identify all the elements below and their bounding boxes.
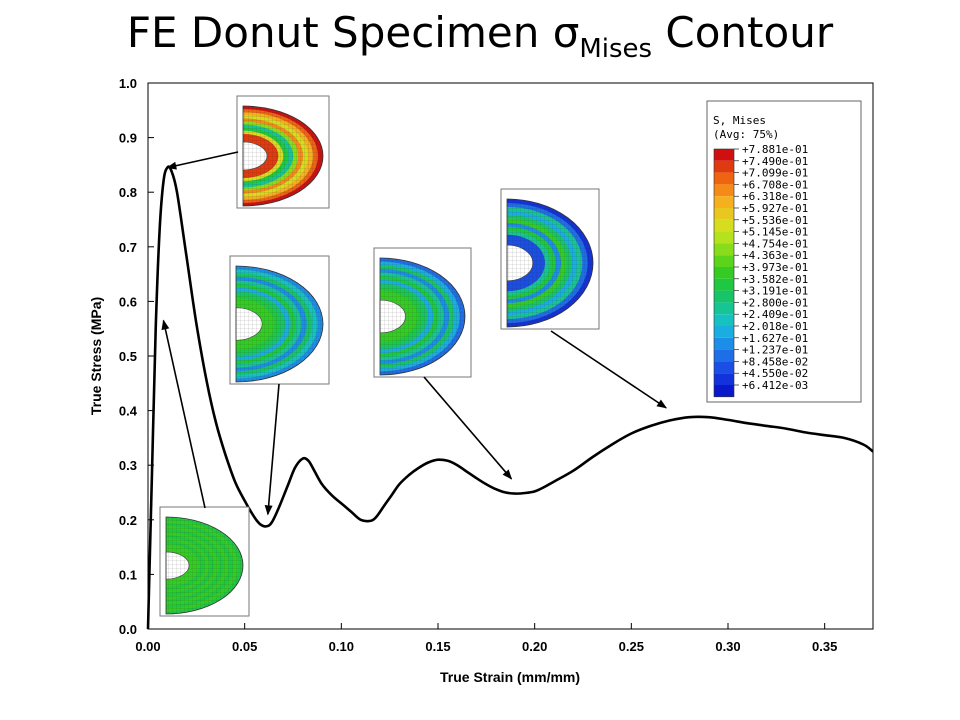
legend-swatch-11 (714, 278, 734, 291)
x-axis-title: True Strain (mm/mm) (440, 669, 580, 685)
legend-swatch-17 (714, 349, 734, 362)
inset-peak (236, 95, 330, 209)
legend-swatch-12 (714, 290, 734, 303)
legend-swatch-14 (714, 314, 734, 326)
arrow-second-min (423, 376, 513, 480)
title-prefix: FE Donut Specimen (126, 8, 553, 57)
legend-swatch-6 (714, 219, 734, 232)
contour-insets (159, 95, 600, 617)
legend-label-11: +3.582e-01 (742, 273, 808, 286)
legend-label-12: +3.191e-01 (742, 285, 808, 298)
arrow-first-min (264, 383, 280, 516)
stress-strain-curve (146, 165, 874, 630)
x-tick-label-7: 0.35 (812, 639, 837, 654)
y-tick-label-1: 0.1 (119, 567, 137, 582)
arrow-plateau (550, 330, 667, 409)
arrow-peak (166, 151, 239, 170)
legend-label-7: +5.145e-01 (742, 226, 808, 239)
y-tick-label-10: 1.0 (119, 76, 137, 91)
title-subscript: Mises (579, 34, 653, 64)
y-axis-title: True Stress (MPa) (88, 297, 104, 415)
page-title: FE Donut Specimen σMises Contour (0, 8, 960, 64)
x-tick-label-0: 0.00 (135, 639, 160, 654)
legend-swatch-9 (714, 255, 734, 267)
title-sigma: σ (552, 8, 580, 57)
x-tick-label-6: 0.30 (715, 639, 740, 654)
y-tick-label-7: 0.7 (119, 240, 137, 255)
legend-swatch-4 (714, 196, 734, 208)
legend-label-0: +7.881e-01 (742, 143, 808, 156)
inset-initial-mesh (165, 516, 244, 615)
legend-label-15: +2.018e-01 (742, 320, 808, 333)
legend-swatch-5 (714, 208, 734, 220)
y-tick-label-3: 0.3 (119, 458, 137, 473)
inset-second-min (373, 247, 472, 378)
inset-first-min (229, 255, 330, 385)
legend-title: S, Mises (713, 114, 766, 127)
y-tick-label-6: 0.6 (119, 294, 137, 309)
legend-label-5: +5.927e-01 (742, 202, 808, 215)
legend-swatch-20 (714, 385, 734, 397)
legend-swatch-0 (714, 149, 734, 161)
y-tick-label-2: 0.2 (119, 513, 137, 528)
tick-labels: 0.00 0.05 0.10 0.15 0.20 0.25 0.30 0.35 0.0 0.1 0.… (119, 76, 837, 654)
x-tick-label-2: 0.10 (329, 639, 354, 654)
inset-first-min-mesh (235, 265, 324, 383)
legend-label-4: +6.318e-01 (742, 190, 808, 203)
inset-peak-mesh (242, 105, 324, 207)
legend-label-13: +2.800e-01 (742, 296, 808, 309)
legend-swatch-13 (714, 302, 734, 315)
inset-second-min-mesh (379, 257, 466, 376)
legend-entries: +7.881e-01+7.490e-01+7.099e-01+6.708e-01… (713, 143, 808, 398)
y-tick-label-0: 0.0 (119, 622, 137, 637)
legend-label-8: +4.754e-01 (742, 237, 808, 250)
x-tick-label-1: 0.05 (232, 639, 257, 654)
legend-swatch-10 (714, 267, 734, 279)
x-tick-label-5: 0.25 (619, 639, 644, 654)
legend-swatch-3 (714, 184, 734, 197)
legend-label-1: +7.490e-01 (742, 155, 808, 168)
x-tick-label-3: 0.15 (425, 639, 450, 654)
y-tick-label-5: 0.5 (119, 349, 137, 364)
legend-subtitle: (Avg: 75%) (713, 128, 779, 141)
x-tick-label-4: 0.20 (522, 639, 547, 654)
legend-label-10: +3.973e-01 (742, 261, 808, 274)
inset-initial (159, 506, 250, 617)
legend-swatch-1 (714, 160, 734, 173)
legend-swatch-18 (714, 361, 734, 374)
arrow-initial (161, 319, 206, 509)
legend-label-9: +4.363e-01 (742, 249, 808, 262)
legend-swatch-16 (714, 337, 734, 350)
legend-label-2: +7.099e-01 (742, 167, 808, 180)
legend-label-19: +4.550e-02 (742, 367, 808, 380)
legend-swatch-7 (714, 231, 734, 244)
y-tick-label-8: 0.8 (119, 185, 137, 200)
legend-swatch-19 (714, 373, 734, 385)
legend-colorbar-frame (713, 148, 735, 398)
legend-swatch-15 (714, 326, 734, 338)
legend-swatch-2 (714, 172, 734, 185)
legend-swatch-8 (714, 243, 734, 256)
inset-plateau-mesh (506, 198, 594, 328)
legend-label-14: +2.409e-01 (742, 308, 808, 321)
legend-label-3: +6.708e-01 (742, 178, 808, 191)
inset-plateau (500, 188, 600, 330)
mises-legend: S, Mises (Avg: 75%) +7.881e-01+7.490e-01… (706, 100, 862, 403)
legend-label-17: +1.237e-01 (742, 344, 808, 357)
legend-label-18: +8.458e-02 (742, 355, 808, 368)
legend-label-16: +1.627e-01 (742, 332, 808, 345)
annotation-arrows (161, 151, 667, 516)
y-tick-label-4: 0.4 (119, 404, 138, 419)
y-tick-label-9: 0.9 (119, 131, 137, 146)
legend-label-20: +6.412e-03 (742, 379, 808, 392)
title-suffix: Contour (652, 8, 834, 57)
legend-label-6: +5.536e-01 (742, 214, 808, 227)
